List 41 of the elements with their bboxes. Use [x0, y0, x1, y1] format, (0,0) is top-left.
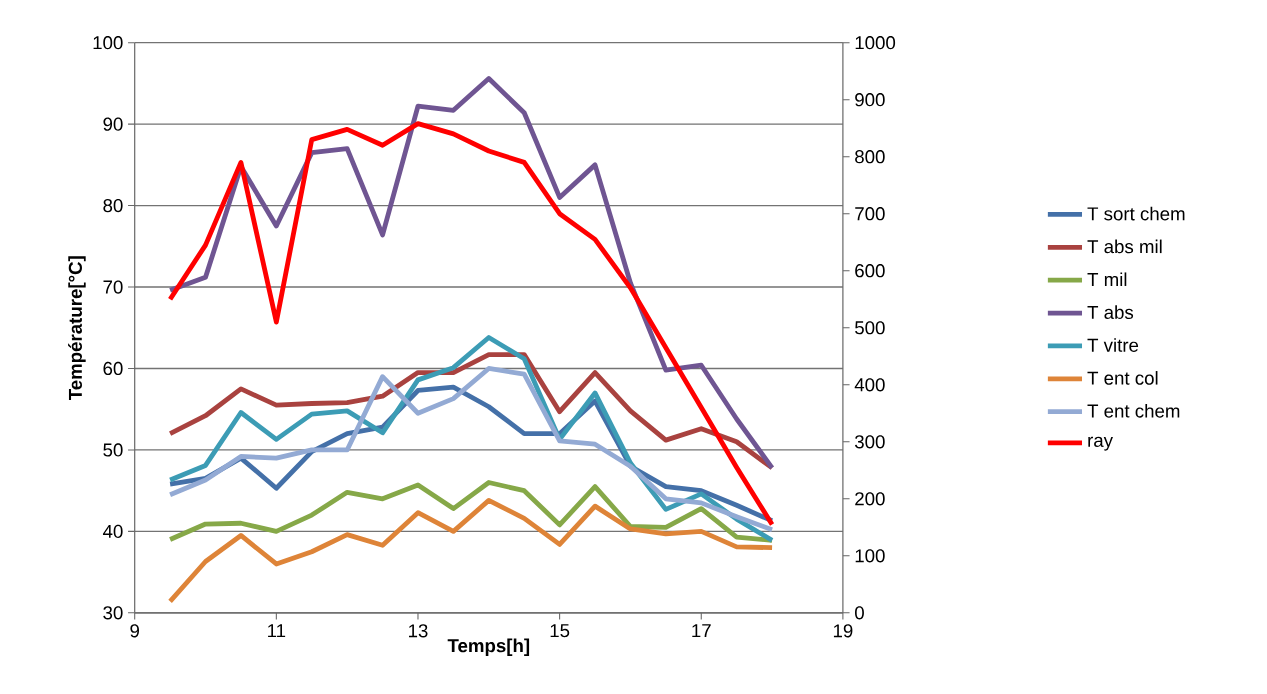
- y2-tick-label: 300: [854, 435, 885, 449]
- line-series: [167, 352, 775, 471]
- legend-label: T abs mil: [1087, 239, 1162, 254]
- y2-tick-label: 0: [855, 606, 864, 620]
- y-tick-label: 50: [103, 443, 123, 457]
- legend-label: T sort chem: [1087, 206, 1185, 221]
- y2-tick-label: 600: [855, 264, 885, 278]
- y2-tick-label: 700: [855, 207, 885, 221]
- y-tick-label: 70: [103, 280, 123, 294]
- legend-label: T mil: [1087, 272, 1127, 286]
- y-tick-label: 100: [93, 35, 123, 50]
- line-series: [167, 76, 775, 471]
- y-tick-label: 90: [103, 117, 123, 131]
- y2-tick-label: 1000: [855, 35, 896, 50]
- legend-label: T ent chem: [1087, 403, 1180, 418]
- y2-tick-label: 900: [855, 92, 885, 107]
- x-tick-label: 11: [268, 624, 286, 637]
- legend-label: T vitre: [1087, 338, 1139, 352]
- y-tick-label: 30: [103, 606, 123, 620]
- line-series: [167, 365, 775, 533]
- y2-tick-label: 400: [854, 378, 885, 392]
- x-axis-title: Temps[h]: [447, 638, 530, 656]
- y2-tick-label: 200: [855, 492, 885, 506]
- x-tick-label: 19: [833, 624, 853, 638]
- y-axis-title: Température[°C]: [68, 256, 86, 401]
- legend-label: T abs: [1087, 305, 1134, 319]
- legend-label: ray: [1088, 436, 1113, 451]
- x-tick-label: 9: [130, 624, 140, 638]
- x-tick-label: 13: [409, 624, 428, 638]
- line-series: [167, 497, 775, 604]
- line-series: [167, 480, 775, 543]
- x-tick-label: 17: [692, 624, 711, 637]
- y-tick-label: 40: [102, 524, 123, 538]
- x-tick-label: 15: [550, 624, 570, 638]
- y2-tick-label: 100: [855, 549, 885, 563]
- legend-label: T ent col: [1087, 370, 1158, 385]
- y2-tick-label: 800: [855, 149, 885, 164]
- y-tick-label: 60: [103, 361, 123, 376]
- line-series: [167, 121, 775, 527]
- y2-tick-label: 500: [855, 321, 885, 335]
- y-tick-label: 80: [103, 198, 123, 213]
